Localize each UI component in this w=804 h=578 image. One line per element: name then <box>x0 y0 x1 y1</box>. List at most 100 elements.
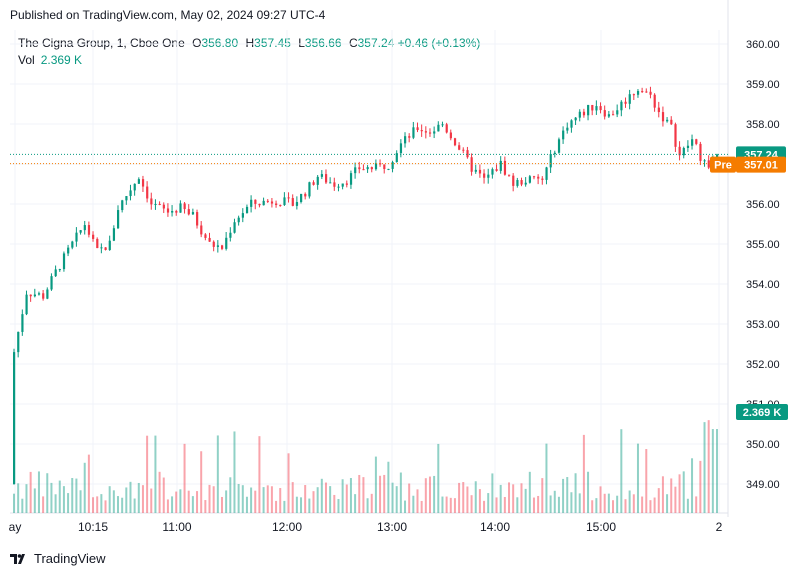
volume-bar <box>674 486 677 513</box>
volume-bar <box>628 490 631 513</box>
candle-body <box>691 139 694 146</box>
volume-bar <box>312 491 315 513</box>
candle-body <box>595 106 598 111</box>
footer: TradingView <box>10 551 106 566</box>
volume-bar <box>71 478 74 513</box>
volume-bar <box>391 482 394 513</box>
candle-body <box>112 228 116 241</box>
change-value: +0.46 (+0.13%) <box>397 36 481 50</box>
candle-body <box>83 225 86 231</box>
candle-body <box>453 138 457 146</box>
volume-bar <box>133 498 136 513</box>
x-tick-label: 12:00 <box>272 520 302 534</box>
candle-body <box>87 225 91 235</box>
volume-bar <box>25 484 28 513</box>
candle-body <box>191 212 195 215</box>
volume-bar <box>374 456 377 513</box>
candle-body <box>699 143 702 161</box>
volume-bar <box>112 490 115 513</box>
candle-body <box>408 136 411 138</box>
candle-body <box>612 114 615 116</box>
volume-bar <box>678 474 681 513</box>
candle-body <box>133 183 136 191</box>
volume-bar <box>137 482 140 513</box>
candle-body <box>71 241 74 248</box>
candle-body <box>216 245 220 247</box>
symbol-label[interactable]: The Cigna Group, 1, Cboe One <box>18 36 185 50</box>
volume-bar <box>250 487 253 513</box>
volume-bar <box>79 490 82 513</box>
candle-body <box>562 130 565 140</box>
candle-body <box>520 180 523 185</box>
volume-bar <box>591 500 594 513</box>
volume-bar <box>158 471 161 513</box>
volume-bar <box>524 488 527 513</box>
candle-body <box>25 294 28 315</box>
volume-bar <box>17 483 20 513</box>
candle-body <box>275 203 278 205</box>
candle-body <box>13 352 16 484</box>
candle-body <box>524 182 527 185</box>
volume-bar <box>162 477 165 513</box>
y-tick-label: 356.00 <box>746 199 780 211</box>
candle-body <box>383 164 386 169</box>
volume-bar <box>333 494 336 513</box>
volume-bar <box>270 486 273 513</box>
volume-bar <box>13 493 15 513</box>
candle-body <box>553 152 556 154</box>
volume-bar <box>171 496 174 513</box>
volume-tag: 2.369 K <box>743 407 782 419</box>
volume-bar <box>408 483 411 513</box>
volume-bar <box>428 476 431 513</box>
volume-bar <box>275 500 278 513</box>
candle-body <box>254 199 257 204</box>
volume-row: Vol 2.369 K <box>18 52 480 69</box>
volume-bar <box>295 496 298 513</box>
volume-bar <box>445 496 448 513</box>
volume-bar <box>686 498 689 513</box>
candle-body <box>262 200 265 206</box>
y-tick-label: 350.00 <box>746 439 780 451</box>
candle-body <box>324 174 328 183</box>
candle-body <box>175 210 178 213</box>
candle-body <box>333 182 336 187</box>
volume-bar <box>566 477 569 513</box>
volume-bar <box>366 498 369 513</box>
volume-bar <box>129 481 132 513</box>
x-tick-label: ay <box>9 520 22 534</box>
volume-bar <box>508 482 511 513</box>
candle-body <box>591 105 594 111</box>
volume-bar <box>92 497 95 513</box>
candle-body <box>649 91 652 95</box>
candle-body <box>366 167 369 170</box>
volume-bar <box>399 472 402 513</box>
volume-bar <box>187 490 190 513</box>
candle-body <box>29 294 32 297</box>
candle-body <box>121 200 124 211</box>
open-label: O <box>192 36 202 50</box>
candle-body <box>329 182 332 184</box>
candle-body <box>96 238 99 249</box>
volume-bar <box>291 482 294 513</box>
y-tick-label: 355.00 <box>746 239 780 251</box>
brand-name[interactable]: TradingView <box>34 551 106 566</box>
candle-body <box>250 199 253 207</box>
candle-body <box>212 241 215 247</box>
candle-body <box>316 176 319 185</box>
candle-body <box>424 131 428 133</box>
candle-body <box>632 94 636 96</box>
x-tick-label: 15:00 <box>586 520 616 534</box>
volume-bar <box>125 487 128 513</box>
candle-body <box>345 183 348 185</box>
candle-body <box>358 167 361 170</box>
volume-bar <box>587 471 590 513</box>
volume-bar <box>574 473 577 513</box>
volume-bar <box>83 462 86 513</box>
y-tick-label: 349.00 <box>746 479 780 491</box>
volume-bar <box>624 499 627 513</box>
volume-bar <box>362 477 365 513</box>
candle-body <box>532 176 536 178</box>
volume-bar <box>204 500 207 513</box>
candle-body <box>645 91 648 93</box>
